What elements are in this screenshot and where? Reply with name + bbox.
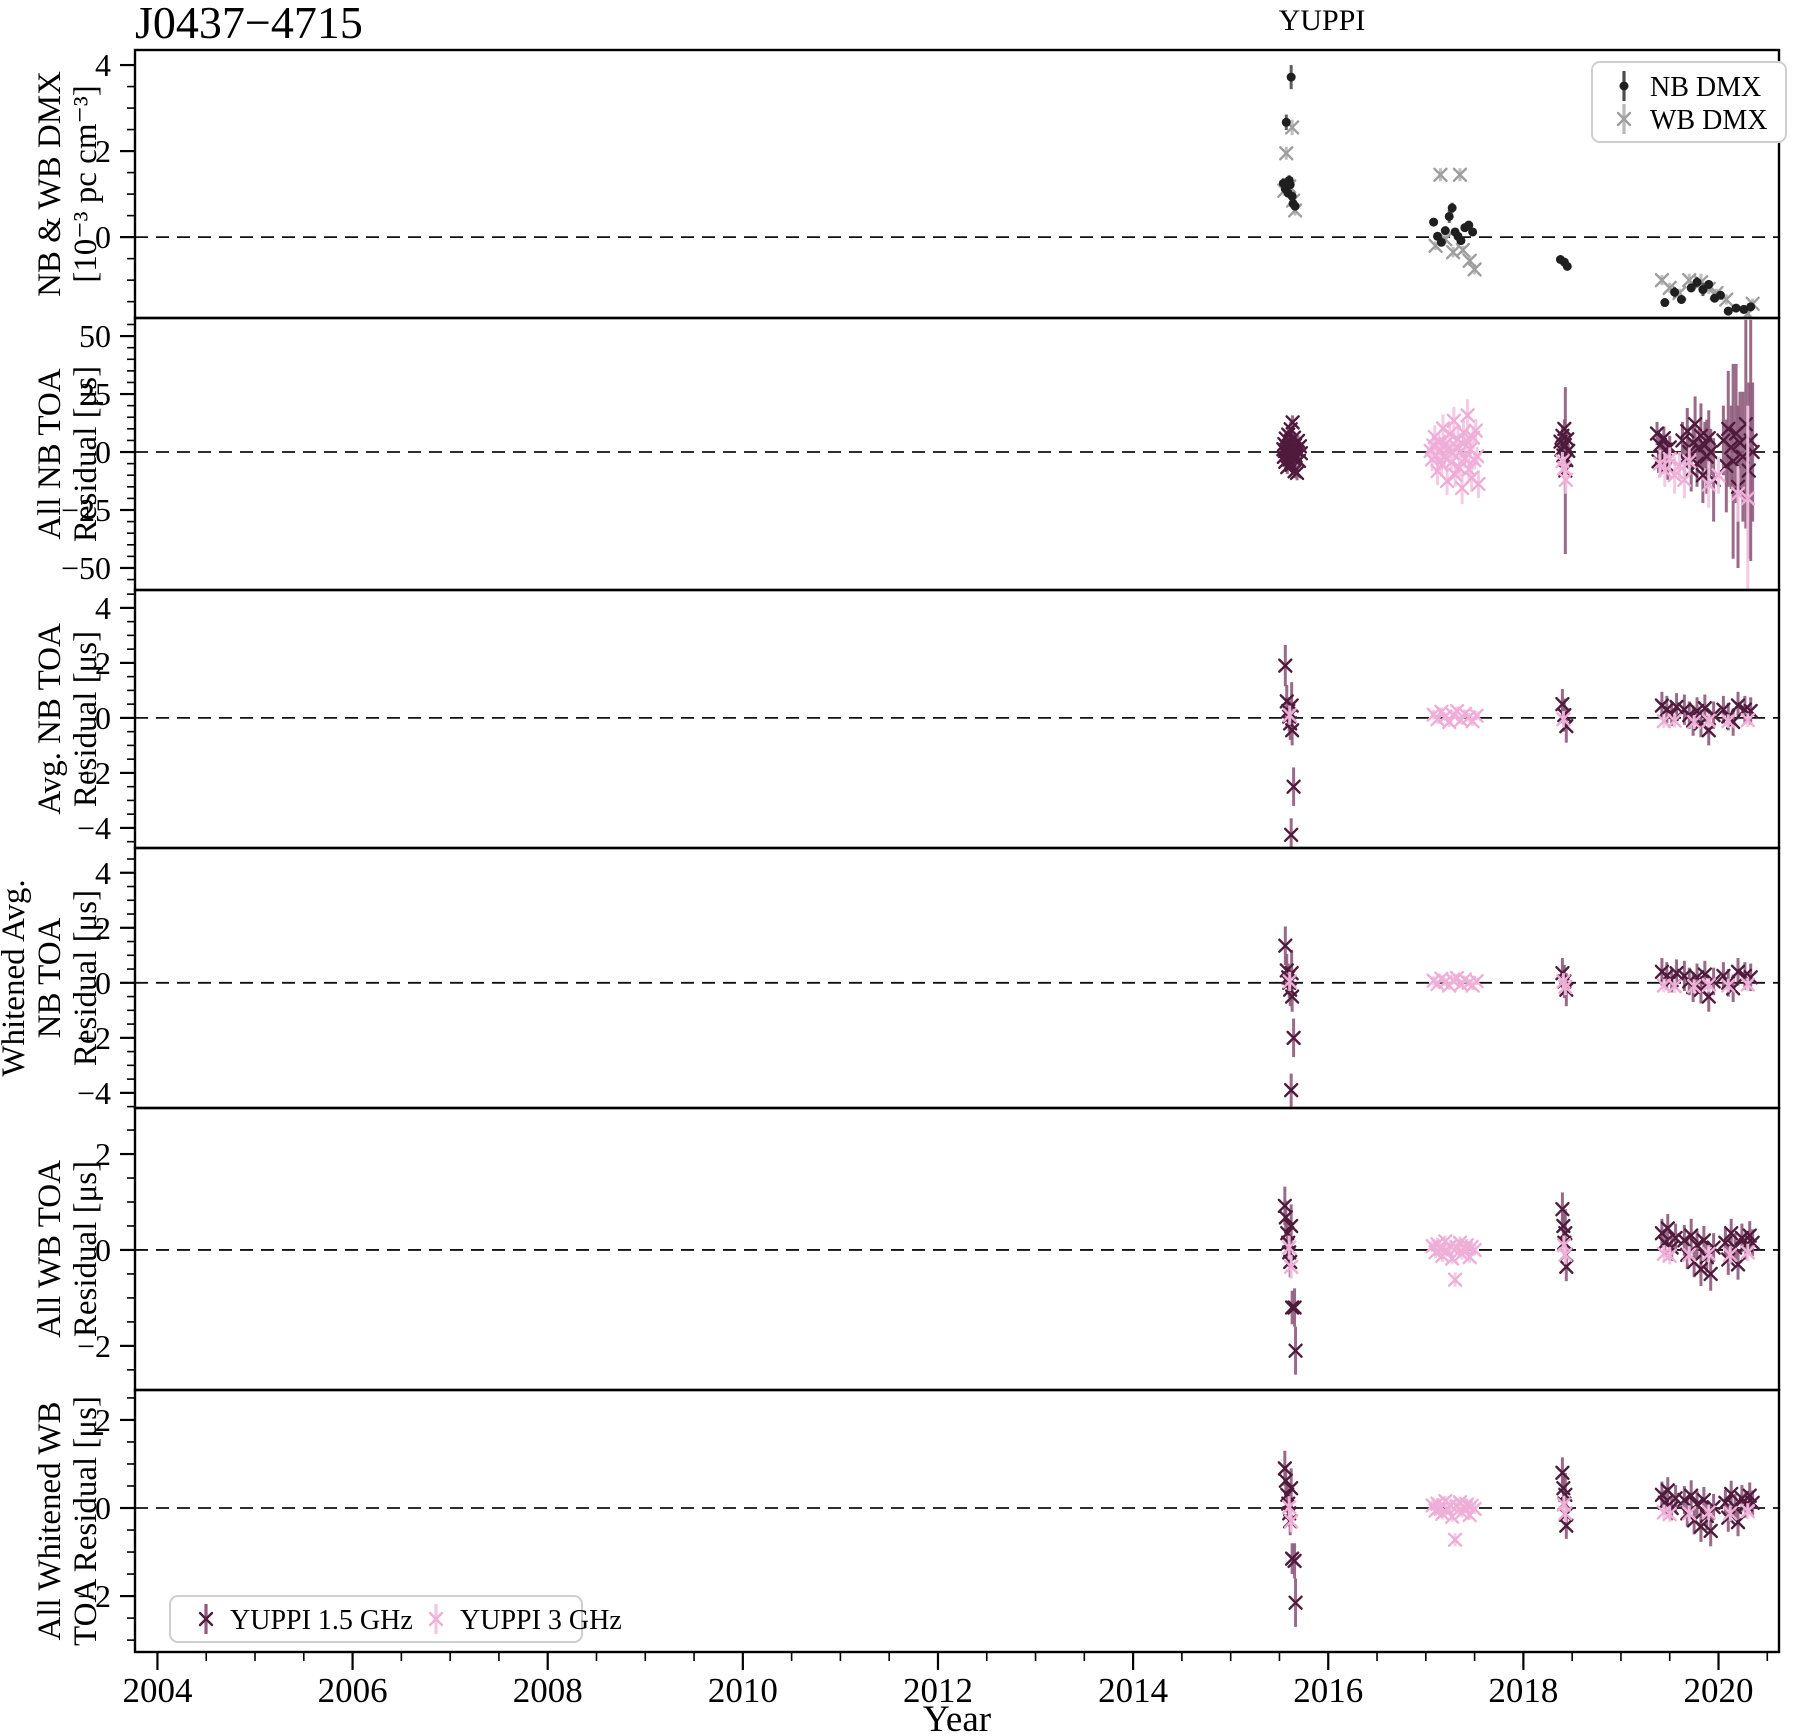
telescope-label: YUPPI	[1279, 4, 1366, 37]
svg-text:50: 50	[79, 318, 111, 354]
svg-text:YUPPI 1.5 GHz: YUPPI 1.5 GHz	[230, 1605, 413, 1636]
svg-text:Residual [μs]: Residual [μs]	[68, 1161, 104, 1337]
panel-5-data	[1277, 1450, 1760, 1627]
svg-text:WB DMX: WB DMX	[1650, 105, 1767, 136]
svg-text:2: 2	[95, 910, 111, 946]
svg-text:0: 0	[95, 700, 111, 736]
svg-text:2: 2	[95, 645, 111, 681]
svg-text:0: 0	[95, 1490, 111, 1526]
series-wb	[1277, 119, 1760, 318]
svg-text:4: 4	[95, 47, 111, 83]
svg-text:−2: −2	[77, 755, 111, 791]
svg-text:0: 0	[95, 434, 111, 470]
x-axis: 2004 2006 2008 2010 2012 2014 2016 2018 2020	[122, 1652, 1769, 1710]
svg-text:−2: −2	[77, 1020, 111, 1056]
svg-text:25: 25	[79, 376, 111, 412]
panel-4-data	[1277, 1186, 1760, 1375]
series-g15	[1276, 319, 1760, 568]
pulsar-title: J0437−4715	[135, 0, 363, 48]
svg-text:2: 2	[95, 1136, 111, 1172]
svg-text:2: 2	[95, 1402, 111, 1438]
svg-text:2: 2	[95, 133, 111, 169]
series-g15	[1278, 645, 1758, 848]
series-g3	[1282, 1493, 1755, 1547]
svg-text:−25: −25	[61, 492, 111, 528]
svg-text:All WB TOA: All WB TOA	[32, 1160, 68, 1338]
panel-0: 0 2 4 NB & WB DMX [10⁻³ pc cm⁻³]	[32, 47, 1781, 320]
panel-5: −2 0 2 All Whitened WB TOA Residual [μs]	[32, 1388, 1781, 1654]
svg-text:Whitened Avg.: Whitened Avg.	[0, 879, 32, 1076]
svg-text:NB & WB DMX: NB & WB DMX	[32, 71, 68, 297]
svg-text:2016: 2016	[1293, 1671, 1363, 1710]
svg-text:−2: −2	[77, 1328, 111, 1364]
svg-text:0: 0	[95, 965, 111, 1001]
svg-text:All Whitened WB: All Whitened WB	[32, 1402, 68, 1641]
series-g15	[1277, 1450, 1760, 1627]
legend-receivers: YUPPI 1.5 GHz YUPPI 3 GHz	[169, 1595, 622, 1643]
svg-text:−4: −4	[77, 810, 111, 846]
x-axis-label: Year	[923, 1699, 991, 1736]
panel-2-data	[1278, 645, 1758, 848]
svg-text:2020: 2020	[1684, 1671, 1754, 1710]
svg-text:−2: −2	[77, 1578, 111, 1614]
svg-text:2018: 2018	[1488, 1671, 1558, 1710]
panel-3-data	[1278, 926, 1758, 1107]
series-g3	[1282, 703, 1755, 730]
panel-0-data	[1277, 65, 1760, 318]
svg-text:[10⁻³ pc cm⁻³]: [10⁻³ pc cm⁻³]	[68, 85, 104, 283]
series-g3	[1282, 1234, 1755, 1287]
svg-text:2004: 2004	[122, 1671, 192, 1710]
svg-text:−50: −50	[61, 550, 111, 586]
svg-text:4: 4	[95, 855, 111, 891]
svg-text:0: 0	[95, 1232, 111, 1268]
series-g3	[1282, 970, 1755, 996]
svg-text:Residual [μs]: Residual [μs]	[68, 631, 104, 807]
svg-text:Residual [μs]: Residual [μs]	[68, 890, 104, 1066]
svg-text:Residual [μs]: Residual [μs]	[68, 366, 104, 542]
svg-text:Avg. NB TOA: Avg. NB TOA	[32, 623, 68, 815]
svg-text:0: 0	[95, 219, 111, 255]
series-g15	[1278, 926, 1758, 1107]
chart-layers: 0 2 4 NB & WB DMX [10⁻³ pc cm⁻³] −50 −25 0 25 50 A…	[0, 47, 1787, 1710]
svg-text:TOA Residual [μs]: TOA Residual [μs]	[68, 1396, 104, 1646]
svg-text:NB DMX: NB DMX	[1650, 72, 1761, 103]
svg-text:YUPPI 3 GHz: YUPPI 3 GHz	[460, 1605, 622, 1636]
svg-text:2008: 2008	[513, 1671, 583, 1710]
panel-1-data	[1276, 319, 1760, 590]
svg-text:NB TOA: NB TOA	[32, 917, 68, 1038]
series-g3	[1423, 399, 1755, 590]
svg-text:−4: −4	[77, 1075, 111, 1111]
svg-text:2010: 2010	[708, 1671, 778, 1710]
panel-1: −50 −25 0 25 50 All NB TOA Residual [μs]	[32, 316, 1781, 592]
svg-text:All NB TOA: All NB TOA	[32, 368, 68, 539]
svg-text:2014: 2014	[1098, 1671, 1168, 1710]
panel-2: −4 −2 0 2 4 Avg. NB TOA Residual [μs]	[32, 588, 1781, 850]
series-nb	[1278, 65, 1756, 316]
series-g15	[1277, 1186, 1760, 1375]
svg-text:2012: 2012	[903, 1671, 973, 1710]
panel-3: −4 −2 0 2 4 Whitened Avg.NB TOA Residual [μs]	[0, 846, 1781, 1111]
svg-text:4: 4	[95, 590, 111, 626]
panel-4: −2 0 2 All WB TOA Residual [μs]	[32, 1106, 1781, 1392]
svg-text:2006: 2006	[318, 1671, 388, 1710]
